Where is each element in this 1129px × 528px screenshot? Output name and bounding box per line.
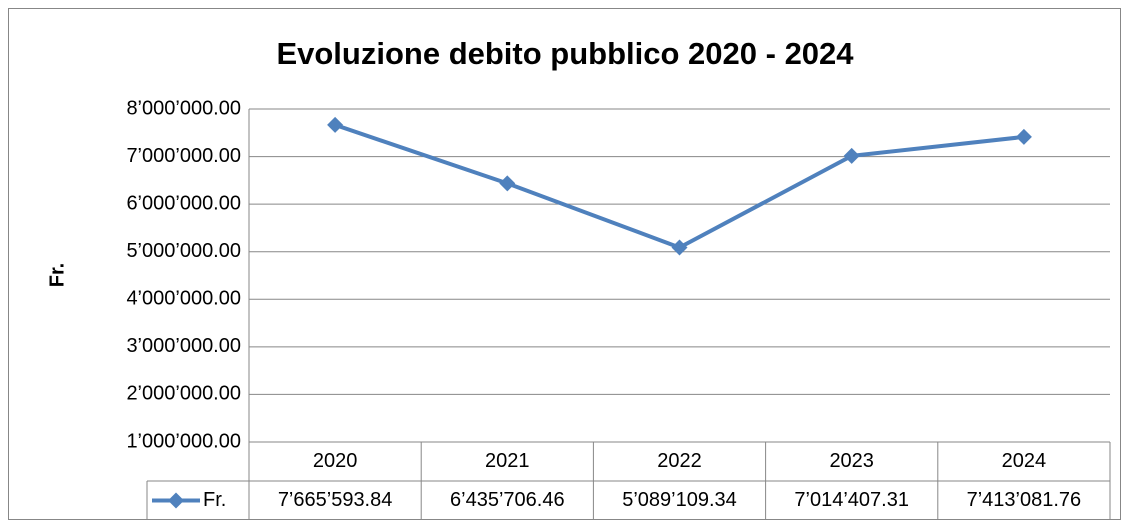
- y-tick-label: 2’000’000.00: [126, 383, 241, 405]
- y-tick-label: 7’000’000.00: [126, 145, 241, 167]
- table-value: 7’665’593.84: [278, 489, 393, 511]
- data-marker: [1015, 128, 1032, 145]
- data-marker: [671, 239, 688, 256]
- y-tick-label: 1’000’000.00: [126, 430, 241, 452]
- table-value: 5’089’109.34: [622, 489, 737, 511]
- data-marker: [843, 147, 860, 164]
- table-value: 7’413’081.76: [967, 489, 1082, 511]
- y-axis-label: Fr.: [46, 263, 68, 287]
- y-tick-label: 5’000’000.00: [126, 240, 241, 262]
- y-tick-label: 6’000’000.00: [126, 192, 241, 214]
- data-marker: [327, 116, 344, 133]
- y-tick-label: 4’000’000.00: [126, 288, 241, 310]
- x-tick-label: 2021: [485, 450, 530, 472]
- legend-marker: [168, 492, 184, 509]
- data-marker: [499, 175, 516, 192]
- x-tick-label: 2020: [313, 450, 358, 472]
- y-tick-label: 3’000’000.00: [126, 335, 241, 357]
- table-value: 7’014’407.31: [794, 489, 909, 511]
- chart-border: [8, 8, 1121, 520]
- x-tick-label: 2024: [1002, 450, 1047, 472]
- x-tick-label: 2022: [657, 450, 702, 472]
- chart-title: Evoluzione debito pubblico 2020 - 2024: [276, 36, 854, 71]
- x-tick-label: 2023: [829, 450, 874, 472]
- table-value: 6’435’706.46: [450, 489, 565, 511]
- y-tick-label: 8’000’000.00: [126, 97, 241, 119]
- legend-label: Fr.: [203, 489, 226, 511]
